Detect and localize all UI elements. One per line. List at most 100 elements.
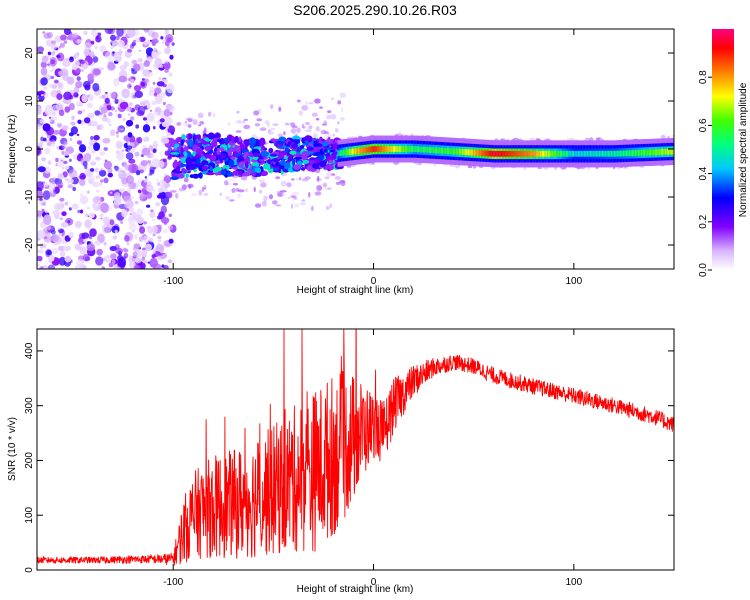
spread-blob <box>324 176 330 180</box>
noise-blob <box>121 149 125 152</box>
noise-blob <box>87 102 93 108</box>
noise-blob <box>73 92 79 98</box>
noise-blob <box>94 45 98 50</box>
noise-blob <box>75 61 81 66</box>
noise-blob <box>127 113 131 116</box>
spread-blob <box>232 182 239 186</box>
spread-blob <box>283 131 286 136</box>
signal-blob <box>204 153 212 159</box>
noise-blob <box>126 241 130 246</box>
signal-blob <box>252 152 259 157</box>
noise-blob <box>156 255 164 261</box>
signal-blob <box>180 139 184 146</box>
noise-blob <box>74 243 82 251</box>
spread-blob <box>231 188 236 193</box>
noise-blob <box>137 189 142 194</box>
noise-blob <box>68 207 72 211</box>
noise-blob <box>132 251 138 257</box>
noise-blob <box>126 107 131 112</box>
noise-blob <box>63 160 68 165</box>
spread-blob <box>236 120 243 124</box>
noise-blob <box>127 48 133 53</box>
noise-blob <box>114 98 119 105</box>
noise-blob <box>68 102 75 111</box>
noise-blob <box>59 250 66 258</box>
spread-blob <box>292 191 299 196</box>
signal-blob <box>271 158 281 163</box>
noise-blob <box>39 119 44 124</box>
signal-blob <box>296 139 300 144</box>
noise-blob <box>61 125 69 131</box>
noise-blob <box>142 78 149 83</box>
noise-blob <box>130 78 135 84</box>
noise-blob <box>43 32 51 39</box>
noise-blob <box>169 54 174 60</box>
noise-blob <box>82 160 88 167</box>
noise-blob <box>68 169 78 179</box>
spread-blob <box>185 120 187 124</box>
noise-blob <box>57 82 63 88</box>
x-tick-label: 0 <box>371 276 377 287</box>
noise-blob <box>51 40 56 45</box>
noise-blob <box>77 209 80 214</box>
noise-blob <box>109 191 113 194</box>
noise-blob <box>164 29 170 36</box>
x-tick-label: 100 <box>565 276 582 287</box>
signal-blob <box>289 150 297 155</box>
signal-blob <box>174 138 182 143</box>
noise-blob <box>121 88 130 99</box>
snr-series-line <box>37 329 674 566</box>
noise-blob <box>76 133 80 137</box>
noise-blob <box>102 216 110 225</box>
noise-blob <box>58 70 64 76</box>
y-tick-label: 0 <box>24 146 35 152</box>
noise-blob <box>126 29 136 38</box>
spread-blob <box>311 112 318 117</box>
noise-blob <box>81 69 84 72</box>
noise-blob <box>42 31 45 34</box>
noise-blob <box>81 232 90 239</box>
signal-blob <box>220 169 227 176</box>
noise-blob <box>62 166 65 170</box>
noise-blob <box>87 73 94 81</box>
noise-blob <box>79 242 82 245</box>
noise-blob <box>46 250 52 256</box>
spread-blob <box>324 187 329 191</box>
noise-blob <box>167 156 173 160</box>
noise-blob <box>53 129 60 135</box>
spread-blob <box>227 122 231 126</box>
signal-blob <box>192 134 196 142</box>
noise-blob <box>73 86 80 94</box>
noise-blob <box>130 196 135 200</box>
noise-blob <box>138 236 144 242</box>
noise-blob <box>126 145 133 150</box>
noise-blob <box>144 176 148 179</box>
noise-blob <box>79 175 83 179</box>
noise-blob <box>74 220 82 229</box>
noise-blob <box>89 120 98 127</box>
noise-blob <box>61 150 65 155</box>
noise-blob <box>117 257 127 268</box>
signal-blob <box>268 147 274 154</box>
noise-blob <box>59 197 65 202</box>
noise-blob <box>51 111 56 116</box>
signal-blob <box>270 138 276 142</box>
noise-blob <box>149 211 156 219</box>
signal-blob <box>193 169 198 173</box>
spread-blob <box>207 111 212 117</box>
noise-blob <box>115 140 123 150</box>
noise-blob <box>66 76 75 85</box>
spread-blob <box>305 101 309 106</box>
signal-blob <box>187 133 193 140</box>
noise-blob <box>103 241 107 246</box>
spread-blob <box>263 195 268 202</box>
noise-blob <box>100 179 104 183</box>
noise-blob <box>86 243 96 252</box>
noise-blob <box>133 233 139 240</box>
noise-blob <box>167 225 174 231</box>
noise-blob <box>91 29 98 38</box>
noise-blob <box>63 40 68 44</box>
noise-blob <box>79 195 89 205</box>
noise-blob <box>79 246 87 255</box>
